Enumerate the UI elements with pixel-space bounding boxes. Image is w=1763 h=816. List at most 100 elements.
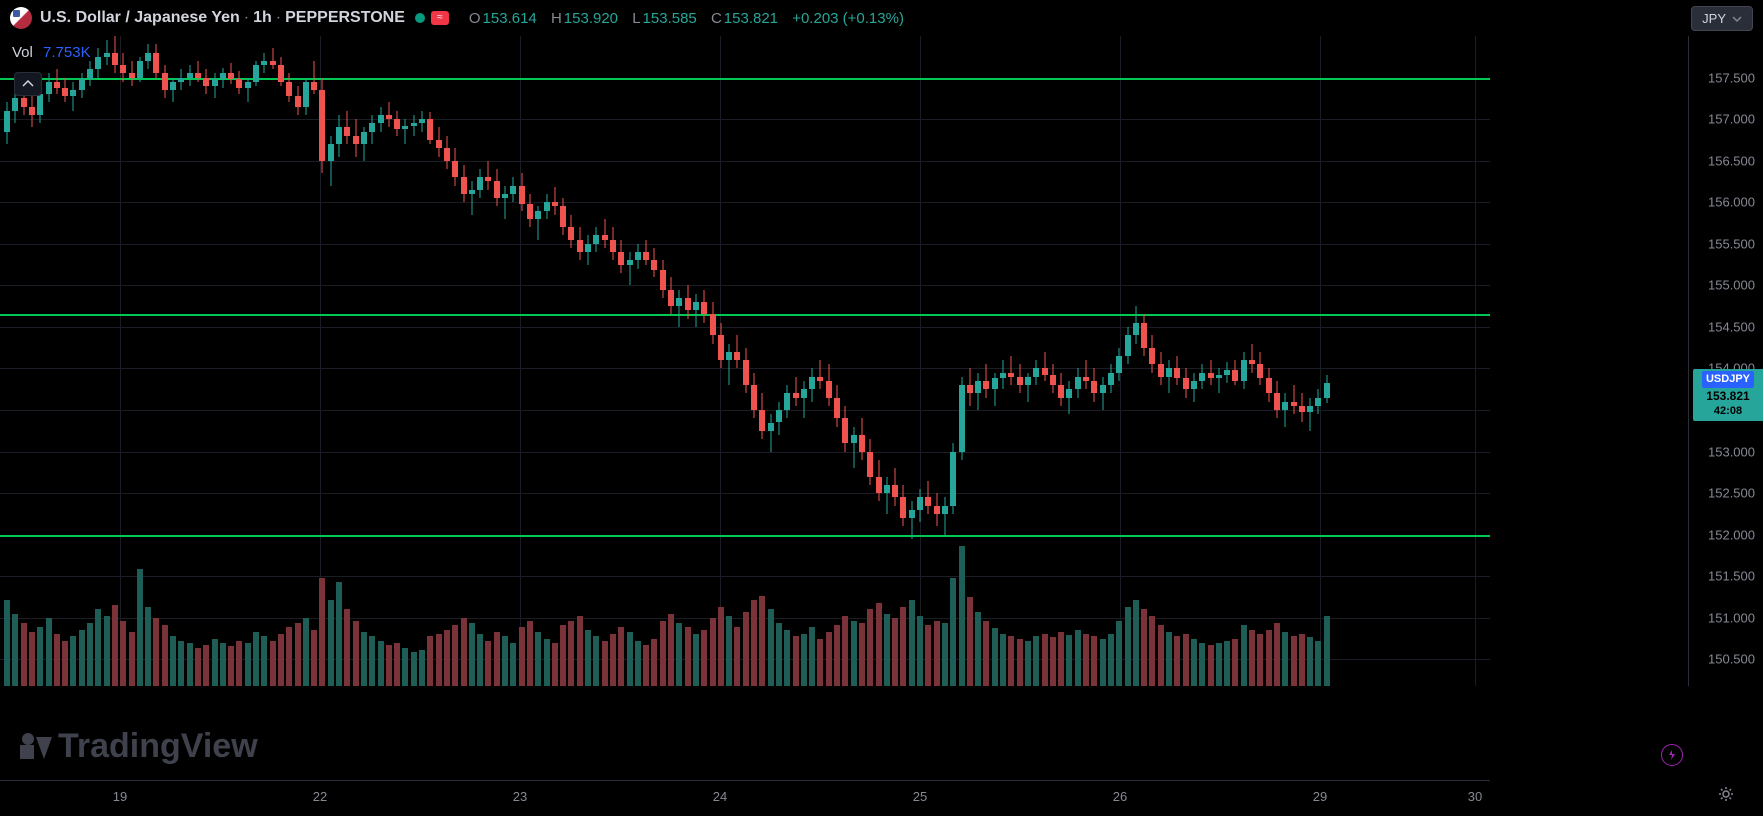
volume-bar — [319, 578, 325, 686]
volume-bar — [842, 616, 848, 686]
volume-bar — [967, 597, 973, 686]
volume-bar — [834, 625, 840, 686]
volume-bar — [552, 643, 558, 686]
volume-bar — [1133, 600, 1139, 686]
volume-bar — [170, 636, 176, 686]
volume-bar — [817, 639, 823, 686]
volume-bar — [867, 609, 873, 686]
volume-bar — [585, 630, 591, 686]
volume-bar — [983, 621, 989, 686]
volume-bar — [1025, 641, 1031, 686]
x-axis-tick: 24 — [713, 789, 727, 804]
auto-scale-button[interactable] — [1661, 744, 1683, 766]
volume-bar — [1241, 625, 1247, 686]
volume-bar — [1033, 636, 1039, 686]
volume-bar — [62, 641, 68, 686]
symbol-name[interactable]: U.S. Dollar / Japanese Yen — [40, 9, 240, 27]
volume-bar — [54, 634, 60, 686]
volume-bar — [378, 641, 384, 686]
volume-bar — [1017, 639, 1023, 686]
volume-bar — [494, 632, 500, 686]
volume-bar — [734, 627, 740, 686]
x-axis-tick: 22 — [313, 789, 327, 804]
horizontal-line[interactable] — [0, 314, 1490, 316]
volume-bar — [1000, 634, 1006, 686]
volume-bar — [436, 634, 442, 686]
time-axis[interactable]: 1922232425262930 — [0, 780, 1490, 816]
y-axis-tick: 156.000 — [1708, 195, 1755, 210]
y-axis-tick: 151.000 — [1708, 610, 1755, 625]
volume-bar — [353, 621, 359, 686]
collapse-legend-button[interactable] — [14, 72, 42, 96]
volume-bar — [153, 618, 159, 686]
volume-bar — [535, 632, 541, 686]
volume-bar — [220, 643, 226, 686]
volume-bar — [1191, 639, 1197, 686]
volume-bar — [278, 634, 284, 686]
horizontal-line[interactable] — [0, 535, 1490, 537]
broker: PEPPERSTONE — [285, 9, 405, 27]
y-axis-tick: 150.500 — [1708, 652, 1755, 667]
volume-bar — [1208, 645, 1214, 686]
price-axis[interactable]: 157.500157.000156.500156.000155.500155.0… — [1688, 36, 1763, 686]
volume-bar — [37, 627, 43, 686]
volume-bar — [129, 632, 135, 686]
volume-bar — [1174, 636, 1180, 686]
volume-bar — [253, 632, 259, 686]
volume-bar — [593, 636, 599, 686]
volume-bar — [502, 636, 508, 686]
volume-bar — [1216, 643, 1222, 686]
volume-bar — [261, 636, 267, 686]
volume-bar — [485, 641, 491, 686]
volume-bar — [394, 643, 400, 686]
volume-bar — [1008, 636, 1014, 686]
volume-bar — [469, 623, 475, 686]
volume-bar — [992, 628, 998, 686]
gear-icon — [1717, 785, 1735, 803]
volume-bar — [884, 614, 890, 686]
volume-bar — [776, 623, 782, 686]
y-axis-tick: 157.500 — [1708, 70, 1755, 85]
volume-bar — [743, 612, 749, 686]
volume-bar — [461, 618, 467, 686]
volume-indicator-label[interactable]: Vol 7.753K — [12, 44, 91, 61]
x-axis-tick: 23 — [513, 789, 527, 804]
volume-bar — [693, 634, 699, 686]
volume-bar — [95, 609, 101, 686]
current-price-badge: USDJPY153.82142:08 — [1693, 369, 1763, 420]
volume-bar — [361, 632, 367, 686]
x-axis-tick: 30 — [1468, 789, 1482, 804]
x-axis-tick: 19 — [113, 789, 127, 804]
volume-bar — [793, 636, 799, 686]
volume-bar — [1066, 635, 1072, 686]
volume-bar — [1324, 616, 1330, 686]
chart-header: U.S. Dollar / Japanese Yen · 1h · PEPPER… — [0, 0, 1763, 36]
volume-bar — [1050, 637, 1056, 686]
market-status-icon — [415, 13, 425, 23]
volume-bar — [1166, 632, 1172, 686]
interval[interactable]: 1h — [253, 9, 272, 27]
volume-bar — [660, 621, 666, 686]
volume-bar — [1183, 634, 1189, 686]
volume-bar — [859, 623, 865, 686]
axis-settings-button[interactable] — [1717, 785, 1735, 808]
chart-plot-area[interactable] — [0, 36, 1490, 686]
volume-bar — [643, 645, 649, 686]
volume-bar — [1274, 623, 1280, 686]
volume-bar — [1266, 630, 1272, 686]
volume-bar — [1199, 643, 1205, 686]
volume-bar — [444, 630, 450, 686]
volume-bar — [1075, 630, 1081, 686]
volume-bar — [137, 569, 143, 686]
volume-bar — [236, 641, 242, 686]
volume-bar — [510, 643, 516, 686]
volume-bar — [635, 641, 641, 686]
volume-bar — [610, 634, 616, 686]
y-axis-tick: 155.000 — [1708, 278, 1755, 293]
volume-bar — [4, 600, 10, 686]
volume-bar — [909, 600, 915, 686]
volume-bar — [187, 643, 193, 686]
volume-bar — [784, 630, 790, 686]
volume-bar — [759, 596, 765, 686]
volume-bar — [934, 621, 940, 686]
